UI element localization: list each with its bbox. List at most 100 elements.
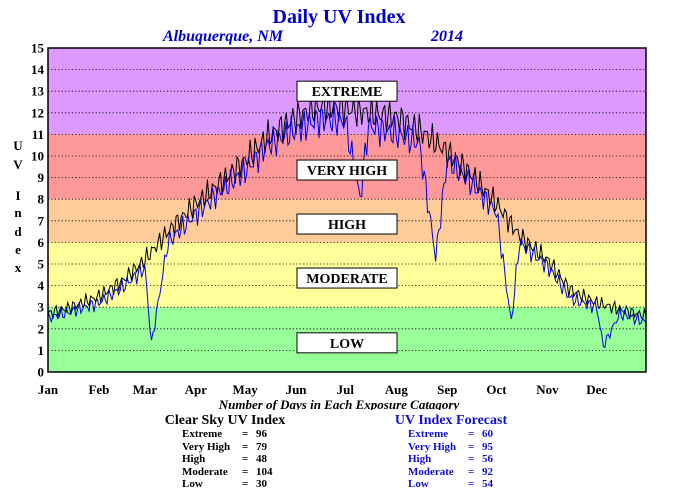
x-tick-label: Jul [337, 382, 355, 397]
stat-row-high: High = 48 [160, 453, 273, 466]
y-tick-label: 14 [31, 62, 45, 77]
x-tick-labels: Jan Feb Mar Apr May Jun Jul Aug Sep Oct Nov Dec [38, 382, 608, 397]
y-axis-label-letter: x [15, 260, 22, 275]
stat-label: Very High [408, 440, 457, 453]
series-line-uv-index-forecast [47, 102, 647, 349]
stat-label: Moderate [408, 465, 454, 478]
y-tick-label: 5 [38, 257, 45, 272]
uv-index-chart: Daily UV Index Albuquerque, NM 2014 LOWM… [13, 6, 647, 410]
stat-value: 79 [256, 440, 267, 453]
y-axis-label-letter: n [14, 205, 22, 220]
x-tick-label: Jun [286, 382, 308, 397]
x-tick-label: Nov [536, 382, 559, 397]
stat-row-very-high: Very High = 95 [388, 441, 493, 454]
stat-eq: = [468, 465, 475, 478]
forecast-stats: UV Index Forecast Extreme = 60 Very High… [388, 413, 514, 491]
zone-label-extreme: EXTREME [312, 85, 383, 100]
zone-label-very-high: VERY HIGH [307, 164, 387, 179]
stat-row-low: Low = 30 [160, 478, 273, 491]
stat-label: High [408, 453, 432, 466]
stat-label: High [182, 453, 206, 466]
grid-lines [48, 69, 646, 351]
y-axis-label-letter: e [15, 242, 21, 257]
zone-label-box-low [296, 332, 398, 354]
stat-label: Low [182, 478, 203, 491]
y-tick-label: 4 [38, 278, 45, 293]
chart-location: Albuquerque, NM [162, 28, 284, 45]
y-axis-label-letter: d [14, 224, 22, 239]
stat-eq: = [242, 465, 249, 478]
zone-label-moderate: MODERATE [306, 272, 387, 287]
stat-label: Extreme [182, 428, 223, 440]
stat-value: 104 [256, 465, 273, 478]
clear-sky-stats: Clear Sky UV Index Extreme = 96 Very Hig… [160, 413, 290, 491]
chart-year: 2014 [430, 28, 463, 45]
y-tick-label: 12 [31, 105, 44, 120]
x-tick-label: Aug [385, 382, 409, 397]
stat-eq: = [468, 428, 475, 440]
stat-value: 60 [482, 428, 493, 440]
y-tick-label: 7 [38, 213, 45, 228]
stat-value: 54 [482, 478, 493, 491]
y-tick-label: 9 [38, 170, 45, 185]
stat-row-very-high: Very High = 79 [160, 441, 273, 454]
y-tick-label: 10 [31, 149, 44, 164]
clear-sky-stats-table: Extreme = 96 Very High = 79 High = 48 Mo… [160, 428, 273, 491]
stat-eq: = [242, 440, 249, 453]
stat-value: 95 [482, 440, 493, 453]
plot-frame [47, 47, 647, 373]
y-axis-label-letter: V [13, 157, 23, 172]
y-tick-label: 11 [32, 127, 44, 142]
y-tick-label: 1 [38, 343, 45, 358]
y-tick-label: 6 [38, 235, 45, 250]
y-tick-label: 13 [31, 84, 45, 99]
stat-value: 30 [256, 478, 267, 491]
zone-label-box-moderate [296, 267, 398, 289]
y-tick-label: 2 [38, 321, 45, 336]
stat-row-high: High = 56 [388, 453, 493, 466]
x-tick-label: Apr [185, 382, 208, 397]
stat-value: 48 [256, 453, 267, 466]
stat-eq: = [242, 453, 249, 466]
x-tick-label: Dec [586, 382, 607, 397]
forecast-stats-title: UV Index Forecast [394, 413, 508, 428]
x-tick-label: Mar [133, 382, 158, 397]
y-tick-label: 3 [38, 300, 45, 315]
zone-label-box-high [296, 213, 398, 235]
stat-eq: = [468, 478, 475, 491]
y-tick-label: 15 [31, 41, 45, 56]
forecast-stats-table: Extreme = 60 Very High = 95 High = 56 Mo… [388, 428, 493, 491]
stat-eq: = [242, 428, 249, 440]
stat-label: Very High [182, 440, 231, 453]
stat-row-moderate: Moderate = 92 [388, 466, 493, 479]
x-axis-caption: Number of Days in Each Exposure Catagory [218, 397, 460, 410]
zone-label-high: HIGH [328, 218, 366, 233]
zone-label-low: LOW [330, 337, 364, 352]
stat-value: 56 [482, 453, 493, 466]
y-axis-label-letter: U [13, 138, 23, 153]
stat-label: Low [408, 478, 429, 491]
chart-title: Daily UV Index [273, 6, 406, 28]
y-tick-label: 8 [38, 192, 45, 207]
y-axis-label-letter: I [15, 188, 20, 203]
zone-label-box-very-high [296, 159, 398, 181]
stat-eq: = [242, 478, 249, 491]
x-tick-label: Sep [437, 382, 457, 397]
y-axis-label: UV Index [13, 138, 23, 275]
stat-label: Extreme [408, 428, 449, 440]
stat-eq: = [468, 440, 475, 453]
stat-row-low: Low = 54 [388, 478, 493, 491]
x-tick-label: Jan [38, 382, 59, 397]
stat-value: 92 [482, 465, 493, 478]
y-tick-label: 0 [38, 365, 45, 380]
stat-row-extreme: Extreme = 60 [388, 428, 493, 441]
stat-value: 96 [256, 428, 267, 440]
stat-row-moderate: Moderate = 104 [160, 466, 273, 479]
x-tick-label: May [233, 382, 259, 397]
stat-eq: = [468, 453, 475, 466]
x-tick-label: Feb [88, 382, 109, 397]
clear-sky-stats-title: Clear Sky UV Index [164, 413, 286, 428]
stat-label: Moderate [182, 465, 228, 478]
zone-labels: LOW MODERATE HIGH VERY HIGH EXTREME [296, 80, 398, 354]
